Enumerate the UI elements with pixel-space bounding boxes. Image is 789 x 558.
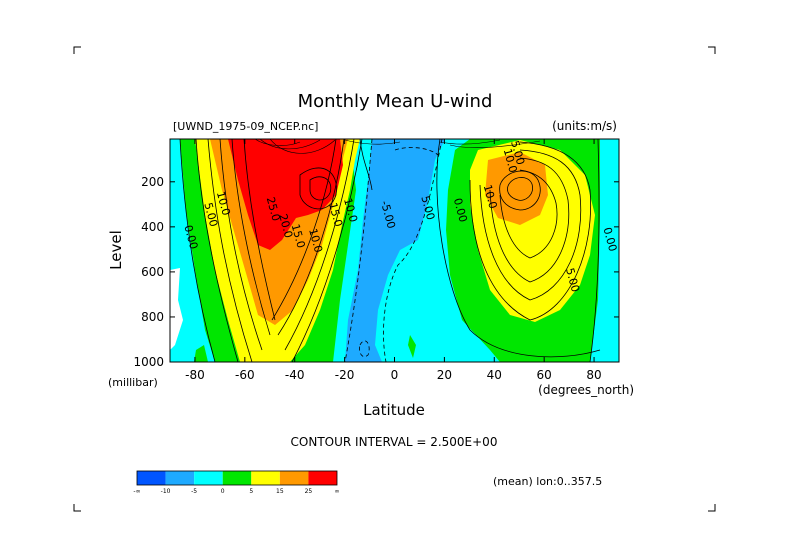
y-axis: 200 400 600 800 1000 bbox=[133, 175, 619, 369]
shade-green-spot-1 bbox=[408, 335, 416, 358]
contour-lines-dashed bbox=[344, 139, 443, 362]
contour-label: 10.0 bbox=[306, 227, 325, 254]
corner-mark-top-left bbox=[73, 46, 81, 54]
contour-label: 5.00 bbox=[508, 139, 527, 166]
x-tick-label: 40 bbox=[487, 368, 502, 382]
x-tick-label: -20 bbox=[335, 368, 355, 382]
colorbar-tick-label: 15 bbox=[276, 488, 284, 495]
shade-negative-north bbox=[590, 139, 619, 362]
top-contour-band bbox=[254, 139, 541, 154]
colorbar-tick-label: 5 bbox=[249, 488, 253, 495]
x-axis: -80 -60 -40 -20 0 20 40 60 80 bbox=[185, 139, 602, 382]
shade-white-south bbox=[170, 268, 183, 350]
contour-label: 15.0 bbox=[326, 201, 345, 228]
shade-neg-blue-top bbox=[395, 139, 440, 152]
colorbar-swatch bbox=[251, 471, 280, 485]
corner-mark-top-right bbox=[708, 46, 716, 54]
contour-plot bbox=[170, 139, 619, 362]
colorbar-swatch bbox=[165, 471, 195, 485]
x-tick-label: -40 bbox=[285, 368, 305, 382]
source-label: [UWND_1975-09_NCEP.nc] bbox=[173, 120, 318, 133]
contour-label: 10.0 bbox=[214, 190, 233, 217]
contour-label: 0.00 bbox=[451, 197, 470, 224]
y-tick-label: 200 bbox=[141, 175, 164, 189]
units-label: (units:m/s) bbox=[552, 119, 617, 133]
colorbar-swatch bbox=[279, 471, 309, 485]
shade-north-jet-orange bbox=[485, 152, 548, 225]
contour-label: 20.0 bbox=[276, 212, 295, 239]
x-tick-label: 0 bbox=[391, 368, 399, 382]
contour-label: 5.00 bbox=[418, 194, 437, 221]
colorbar-tick-label: -5 bbox=[191, 488, 197, 495]
colorbar-tick-label: 25 bbox=[305, 488, 313, 495]
colorbar-swatch bbox=[194, 471, 223, 485]
shade-neg-blue-tropics bbox=[345, 139, 445, 362]
shade-negative-south bbox=[170, 139, 215, 362]
contour-label: 5.00 bbox=[563, 266, 582, 293]
x-axis-unit: (degrees_north) bbox=[538, 383, 634, 397]
y-tick-label: 400 bbox=[141, 220, 164, 234]
contour-label: 25.0 bbox=[264, 196, 283, 223]
colorbar-tick-label: -∞ bbox=[133, 488, 140, 495]
colorbar-tick-label: -10 bbox=[161, 488, 171, 495]
y-tick-label: 600 bbox=[141, 265, 164, 279]
contour-interval-text: CONTOUR INTERVAL = 2.500E+00 bbox=[291, 435, 498, 449]
x-tick-label: -60 bbox=[235, 368, 255, 382]
y-axis-label: Level bbox=[107, 230, 125, 270]
shade-green-spot-2 bbox=[194, 345, 208, 362]
corner-mark-bottom-left bbox=[73, 504, 81, 512]
x-axis-label: Latitude bbox=[363, 401, 425, 419]
contour-label: 15.0 bbox=[289, 223, 308, 250]
contour-label: 10.0 bbox=[501, 147, 520, 174]
colorbar-swatch bbox=[308, 471, 337, 485]
contour-label: 5.00 bbox=[201, 201, 220, 228]
contour-label: 0.00 bbox=[600, 226, 619, 253]
contour-label: 10.0 bbox=[341, 197, 360, 224]
contour-lines bbox=[179, 139, 601, 362]
corner-mark-bottom-right bbox=[708, 504, 716, 512]
x-tick-label: -80 bbox=[185, 368, 205, 382]
contour-label: 10.0 bbox=[481, 183, 500, 210]
colorbar-frame bbox=[136, 470, 338, 486]
contour-labels: 25.020.015.010.015.010.010.05.000.00-5.0… bbox=[181, 139, 619, 293]
y-tick-label: 800 bbox=[141, 310, 164, 324]
colorbar-swatch bbox=[137, 471, 166, 485]
corner-marks bbox=[73, 46, 716, 512]
colorbar-tick-label: ∞ bbox=[335, 488, 340, 495]
colorbar-swatch bbox=[222, 471, 252, 485]
contour-label: 0.00 bbox=[181, 224, 200, 251]
colorbar-tick-label: 0 bbox=[221, 488, 225, 495]
x-tick-label: 60 bbox=[537, 368, 552, 382]
chart-title: Monthly Mean U-wind bbox=[298, 91, 493, 112]
y-axis-unit: (millibar) bbox=[108, 376, 158, 389]
colorbar: -∞ -10 -5 0 5 15 25 ∞ bbox=[133, 470, 340, 495]
x-tick-label: 20 bbox=[437, 368, 452, 382]
mean-lon-text: (mean) lon:0..357.5 bbox=[493, 475, 602, 488]
shade-south-jet-red bbox=[228, 139, 343, 250]
y-tick-label: 1000 bbox=[133, 355, 164, 369]
x-tick-label: 80 bbox=[586, 368, 601, 382]
